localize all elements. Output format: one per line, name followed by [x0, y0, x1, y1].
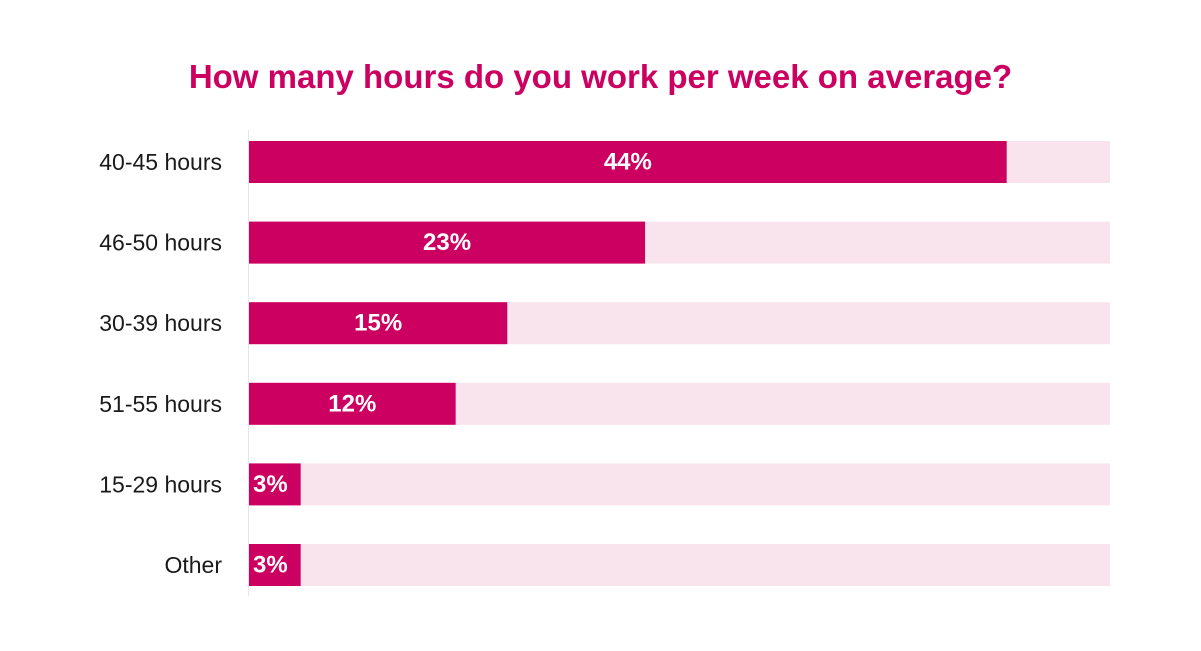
value-label: 23% [423, 229, 471, 256]
value-label: 12% [328, 390, 376, 417]
bar [249, 544, 301, 586]
bar-row: 51-55 hours 12% [99, 382, 1110, 425]
value-label: 3% [253, 552, 288, 579]
bar-row: 30-39 hours 15% [99, 302, 1110, 345]
bar-row: Other 3% [164, 544, 1110, 586]
bar-track [249, 463, 1110, 506]
bar [249, 382, 456, 425]
bar-row: 46-50 hours 23% [99, 221, 1110, 264]
category-label: 51-55 hours [99, 391, 222, 417]
bar-row: 15-29 hours 3% [99, 463, 1110, 506]
bars-group: 40-45 hours 44% 46-50 hours 23% 30-39 hours 1… [99, 141, 1110, 586]
category-label: Other [164, 552, 222, 578]
value-label: 15% [354, 310, 402, 337]
bar-track [249, 544, 1110, 586]
value-label: 44% [604, 149, 652, 176]
value-label: 3% [253, 471, 288, 498]
bar-row: 40-45 hours 44% [99, 141, 1110, 183]
category-label: 40-45 hours [99, 149, 222, 175]
bar [249, 221, 646, 264]
category-label: 15-29 hours [99, 471, 222, 497]
bar [249, 463, 301, 506]
category-label: 30-39 hours [99, 310, 222, 336]
category-label: 46-50 hours [99, 230, 222, 256]
bar [249, 302, 508, 345]
bar [249, 141, 1007, 183]
chart-title: How many hours do you work per week on a… [188, 58, 1013, 95]
